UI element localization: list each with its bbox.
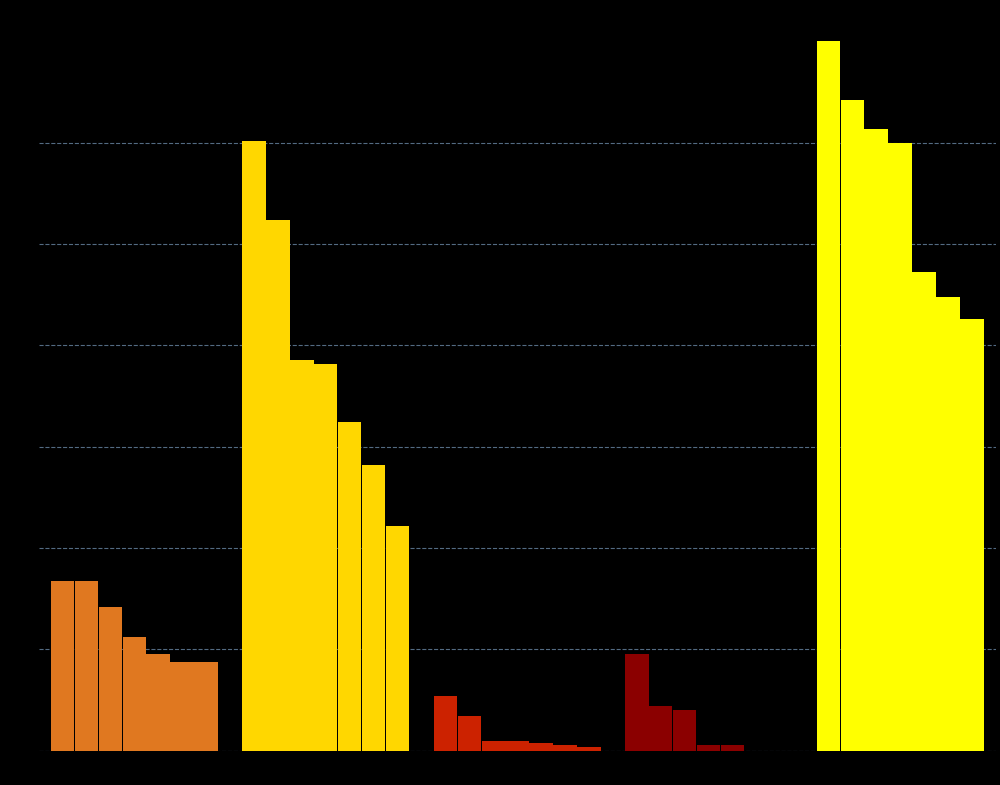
Bar [577, 747, 601, 750]
Bar [553, 745, 577, 750]
Bar [194, 662, 218, 750]
Bar [817, 42, 840, 750]
Bar [362, 465, 385, 750]
Bar [266, 220, 290, 750]
Bar [314, 363, 337, 750]
Bar [625, 654, 649, 750]
Bar [960, 319, 984, 750]
Title: 図袅2-13　研究開発費の負担割合とその対gdp比の主要国比較（2013年）: 図袅2-13 研究開発費の負担割合とその対gdp比の主要国比較（2013年） [374, 4, 660, 17]
Bar [386, 526, 409, 750]
Bar [146, 654, 170, 750]
Bar [529, 743, 553, 750]
Bar [649, 706, 672, 750]
Bar [482, 741, 505, 750]
Bar [505, 741, 529, 750]
Bar [170, 662, 194, 750]
Bar [51, 581, 74, 750]
Bar [338, 422, 361, 750]
Bar [864, 129, 888, 750]
Bar [99, 607, 122, 750]
Bar [458, 717, 481, 750]
Bar [290, 360, 314, 750]
Bar [721, 745, 744, 750]
Bar [936, 297, 960, 750]
Bar [242, 141, 266, 750]
Bar [697, 745, 720, 750]
Bar [888, 143, 912, 750]
Bar [841, 100, 864, 750]
Bar [75, 581, 98, 750]
Bar [912, 272, 936, 750]
Bar [123, 637, 146, 750]
Bar [434, 696, 457, 750]
Bar [673, 710, 696, 750]
